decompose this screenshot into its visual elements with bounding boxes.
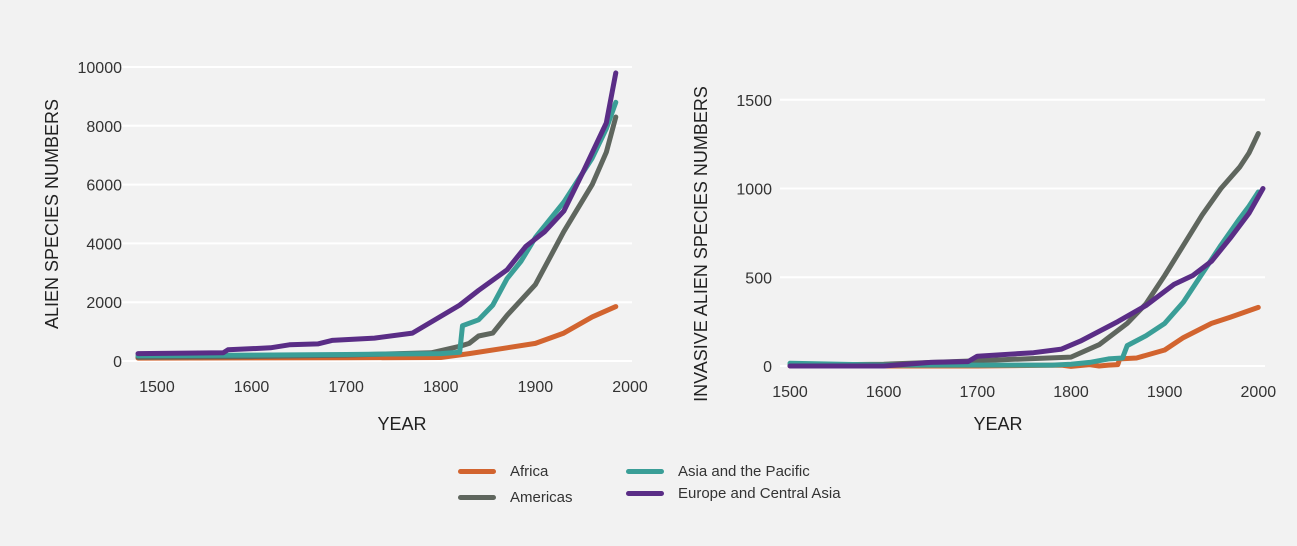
series-line-invasive-europe-and-central-asia xyxy=(787,186,1266,369)
y-tick-label: 4000 xyxy=(86,236,122,253)
legend: Africa Asia and the Pacific Americas Eur… xyxy=(458,456,918,512)
legend-label-asia-pacific: Asia and the Pacific xyxy=(678,462,810,480)
y-tick-label: 1500 xyxy=(736,93,772,110)
x-tick-label: 1500 xyxy=(139,379,175,396)
legend-item-africa: Africa xyxy=(458,460,548,482)
y-tick-label: 6000 xyxy=(86,178,122,195)
x-tick-label: 1700 xyxy=(960,384,996,401)
legend-label-europe-central-asia: Europe and Central Asia xyxy=(678,484,841,502)
legend-label-americas: Americas xyxy=(510,488,573,506)
legend-item-americas: Americas xyxy=(458,486,573,508)
legend-swatch-europe-central-asia xyxy=(626,490,664,496)
x-tick-label: 2000 xyxy=(1241,384,1277,401)
x-tick-label: 1800 xyxy=(423,379,459,396)
y-tick-label: 2000 xyxy=(86,295,122,312)
y-tick-label: 500 xyxy=(745,270,772,287)
legend-item-asia-pacific: Asia and the Pacific xyxy=(626,460,810,482)
x-tick-label: 1600 xyxy=(866,384,902,401)
legend-swatch-americas xyxy=(458,494,496,500)
x-tick-label: 1700 xyxy=(328,379,364,396)
y-axis-title: INVASIVE ALIEN SPECIES NUMBERS xyxy=(691,86,711,402)
y-tick-label: 8000 xyxy=(86,119,122,136)
series-line-alien-europe-and-central-asia xyxy=(135,70,619,357)
chart-alien: 0 2000 4000 6000 8000 10000 1500 1600 1700 1800 19… xyxy=(42,60,648,434)
legend-label-africa: Africa xyxy=(510,462,549,480)
x-tick-label: 1500 xyxy=(772,384,808,401)
series-line-alien-americas xyxy=(135,114,619,360)
legend-swatch-asia-pacific xyxy=(626,468,664,474)
y-tick-label: 1000 xyxy=(736,182,772,199)
series-line-invasive-americas xyxy=(787,131,1261,368)
x-tick-label: 1800 xyxy=(1053,384,1089,401)
series-line-invasive-asia-and-the-pacific xyxy=(787,189,1261,368)
y-tick-label: 0 xyxy=(763,359,772,376)
legend-item-europe-central-asia: Europe and Central Asia xyxy=(626,482,841,504)
x-tick-label: 1900 xyxy=(1147,384,1183,401)
x-axis-title: YEAR xyxy=(377,414,426,434)
x-tick-label: 1900 xyxy=(518,379,554,396)
y-axis-title: ALIEN SPECIES NUMBERS xyxy=(42,99,62,329)
chart-invasive: 0 500 1000 1500 1500 1600 1700 1800 1900 2000 YEAR… xyxy=(691,86,1276,434)
legend-swatch-africa xyxy=(458,468,496,474)
x-tick-label: 1600 xyxy=(234,379,270,396)
x-tick-label: 2000 xyxy=(612,379,648,396)
x-axis-title: YEAR xyxy=(973,414,1022,434)
y-tick-label: 0 xyxy=(113,354,122,371)
y-tick-label: 10000 xyxy=(78,60,123,77)
series-line-alien-africa xyxy=(135,304,619,361)
